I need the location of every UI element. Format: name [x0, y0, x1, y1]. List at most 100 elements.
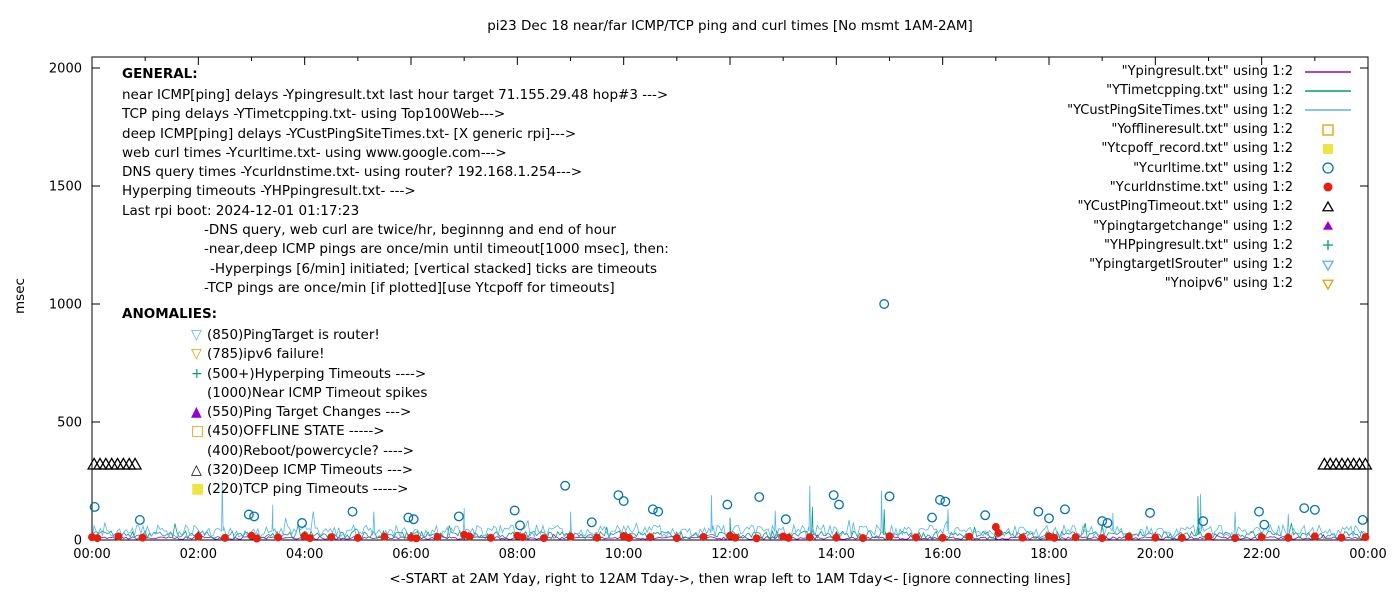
- legend: "Ypingresult.txt" using 1:2 "YTimetcppin…: [1067, 62, 1355, 294]
- legend-item: "Ycurldnstime.txt" using 1:2: [1067, 178, 1355, 197]
- anomaly-marker-icon: +: [191, 365, 203, 382]
- anomaly-marker-icon: ▽: [191, 327, 202, 343]
- legend-label: "Ycurldnstime.txt" using 1:2: [1109, 179, 1293, 195]
- anomaly-label: (785)ipv6 failure!: [207, 346, 325, 363]
- general-line: web curl times -Ycurltime.txt- using www…: [122, 144, 507, 161]
- anomaly-label: (850)PingTarget is router!: [207, 327, 380, 343]
- legend-item: "Ypingresult.txt" using 1:2: [1067, 62, 1355, 81]
- legend-item: "Yofflineresult.txt" using 1:2: [1067, 120, 1355, 139]
- legend-item: "Ynoipv6" using 1:2: [1067, 274, 1355, 293]
- legend-label: "Ytcpoff_record.txt" using 1:2: [1101, 141, 1293, 157]
- legend-key-icon: [1322, 123, 1334, 136]
- anomaly-item: ■ (220)TCP ping Timeouts ----->: [191, 480, 427, 499]
- x-axis-label: <-START at 2AM Yday, right to 12AM Tday-…: [389, 571, 1071, 587]
- legend-item: "YTimetcpping.txt" using 1:2: [1067, 81, 1355, 100]
- general-line: -TCP pings are once/min [if plotted][use…: [204, 279, 615, 296]
- legend-key-icon: [1305, 70, 1351, 73]
- svg-text:22:00: 22:00: [1243, 547, 1280, 562]
- svg-text:1500: 1500: [49, 180, 82, 195]
- anomalies-heading: ANOMALIES:: [122, 306, 218, 322]
- legend-item: "YpingtargetISrouter" using 1:2: [1067, 255, 1355, 274]
- legend-label: "YHPpingresult.txt" using 1:2: [1104, 237, 1293, 253]
- svg-text:12:00: 12:00: [711, 547, 748, 562]
- legend-key-icon: [1305, 109, 1351, 111]
- legend-label: "YCustPingSiteTimes.txt" using 1:2: [1067, 102, 1293, 118]
- svg-text:500: 500: [57, 416, 82, 431]
- general-line: TCP ping delays -YTimetcpping.txt- using…: [122, 106, 506, 123]
- general-line: -DNS query, web curl are twice/hr, begin…: [204, 222, 617, 239]
- anomaly-marker-icon: △: [191, 462, 202, 479]
- anomaly-item: (1000)Near ICMP Timeout spikes: [191, 384, 427, 403]
- anomaly-item: (400)Reboot/powercycle? ---->: [191, 442, 427, 461]
- anomaly-item: ▲ (550)Ping Target Changes --->: [191, 403, 427, 422]
- anomalies-list: ▽ (850)PingTarget is router! ▽ (785)ipv6 f…: [191, 326, 427, 500]
- legend-item: "YCustPingTimeout.txt" using 1:2: [1067, 197, 1355, 216]
- legend-label: "Ycurltime.txt" using 1:2: [1133, 160, 1293, 176]
- general-line: deep ICMP[ping] delays -YCustPingSiteTim…: [122, 125, 577, 142]
- legend-key-icon: [1321, 200, 1335, 212]
- svg-text:04:00: 04:00: [286, 547, 323, 562]
- legend-key-icon: [1305, 90, 1351, 92]
- svg-text:02:00: 02:00: [180, 547, 217, 562]
- anomaly-label: (500+)Hyperping Timeouts ---->: [207, 365, 427, 382]
- svg-text:1000: 1000: [49, 298, 82, 313]
- anomaly-marker-icon: ▲: [191, 404, 202, 421]
- y-axis-label: msec: [12, 278, 28, 314]
- legend-key-icon: [1323, 143, 1333, 154]
- legend-item: "YCustPingSiteTimes.txt" using 1:2: [1067, 101, 1355, 120]
- anomaly-item: ▽ (785)ipv6 failure!: [191, 345, 427, 364]
- legend-key-icon: [1321, 279, 1335, 291]
- general-line: near ICMP[ping] delays -Ypingresult.txt …: [122, 87, 669, 103]
- general-line: Last rpi boot: 2024-12-01 01:17:23: [122, 202, 360, 219]
- svg-text:0: 0: [74, 534, 82, 549]
- svg-text:10:00: 10:00: [605, 547, 642, 562]
- anomaly-label: (400)Reboot/powercycle? ---->: [207, 442, 414, 459]
- legend-label: "Ypingresult.txt" using 1:2: [1121, 64, 1293, 80]
- legend-label: "YTimetcpping.txt" using 1:2: [1106, 83, 1293, 99]
- legend-label: "YpingtargetISrouter" using 1:2: [1089, 257, 1293, 273]
- general-line: Hyperping timeouts -YHPpingresult.txt- -…: [122, 183, 416, 200]
- legend-label: "Ynoipv6" using 1:2: [1164, 276, 1293, 292]
- general-notes: near ICMP[ping] delays -Ypingresult.txt …: [122, 86, 669, 298]
- svg-text:14:00: 14:00: [818, 547, 855, 562]
- general-line: -Hyperpings [6/min] initiated; [vertical…: [210, 260, 658, 277]
- anomaly-marker-icon: ■: [191, 481, 205, 498]
- legend-key-icon: [1323, 221, 1333, 230]
- general-line: -near,deep ICMP pings are once/min until…: [204, 241, 669, 258]
- chart-title: pi23 Dec 18 near/far ICMP/TCP ping and c…: [487, 18, 973, 34]
- anomaly-label: (550)Ping Target Changes --->: [207, 404, 412, 421]
- svg-text:16:00: 16:00: [924, 547, 961, 562]
- svg-text:06:00: 06:00: [392, 547, 429, 562]
- anomaly-item: □ (450)OFFLINE STATE ----->: [191, 422, 427, 441]
- anomaly-item: + (500+)Hyperping Timeouts ---->: [191, 365, 427, 384]
- anomaly-item: △ (320)Deep ICMP Timeouts --->: [191, 461, 427, 480]
- legend-item: "Ytcpoff_record.txt" using 1:2: [1067, 139, 1355, 158]
- legend-label: "Yofflineresult.txt" using 1:2: [1111, 122, 1293, 138]
- anomaly-label: (450)OFFLINE STATE ----->: [207, 423, 385, 440]
- legend-key-icon: [1323, 182, 1333, 192]
- svg-text:2000: 2000: [49, 62, 82, 77]
- legend-label: "Ypingtargetchange" using 1:2: [1093, 218, 1293, 234]
- svg-text:18:00: 18:00: [1030, 547, 1067, 562]
- svg-text:00:00: 00:00: [1349, 547, 1386, 562]
- svg-text:00:00: 00:00: [73, 547, 110, 562]
- legend-key-icon: [1323, 240, 1333, 251]
- general-heading: GENERAL:: [122, 66, 198, 82]
- legend-key-icon: [1321, 260, 1335, 271]
- anomaly-label: (1000)Near ICMP Timeout spikes: [207, 384, 428, 401]
- anomaly-item: ▽ (850)PingTarget is router!: [191, 326, 427, 345]
- anomaly-marker-icon: □: [191, 423, 205, 440]
- general-line: DNS query times -Ycurldnstime.txt- using…: [122, 164, 583, 181]
- legend-item: "Ypingtargetchange" using 1:2: [1067, 216, 1355, 235]
- legend-label: "YCustPingTimeout.txt" using 1:2: [1077, 199, 1293, 215]
- anomaly-label: (320)Deep ICMP Timeouts --->: [207, 462, 414, 479]
- svg-text:08:00: 08:00: [499, 547, 536, 562]
- svg-text:20:00: 20:00: [1137, 547, 1174, 562]
- anomaly-label: (220)TCP ping Timeouts ----->: [207, 481, 409, 498]
- legend-item: "Ycurltime.txt" using 1:2: [1067, 158, 1355, 177]
- anomaly-marker-icon: ▽: [191, 346, 202, 363]
- legend-item: "YHPpingresult.txt" using 1:2: [1067, 236, 1355, 255]
- legend-key-icon: [1322, 162, 1334, 174]
